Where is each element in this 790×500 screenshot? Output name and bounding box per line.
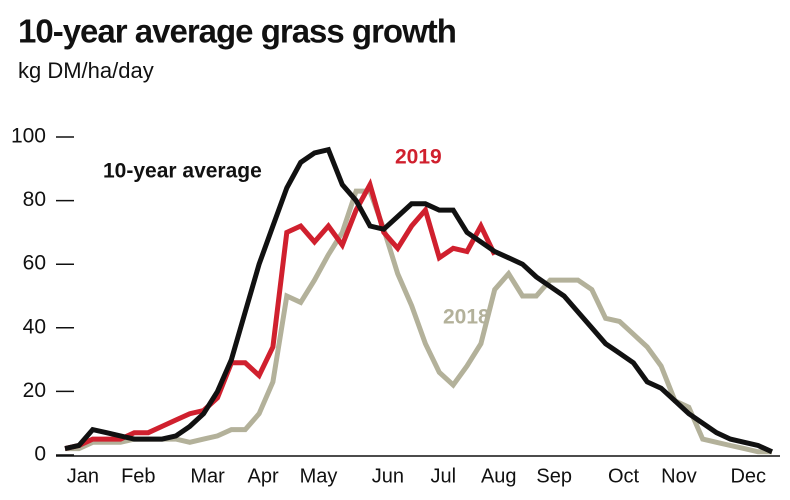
chart-subtitle: kg DM/ha/day (18, 58, 154, 83)
x-tick-label: Nov (661, 465, 697, 487)
x-tick-label: Aug (481, 465, 517, 487)
chart-title: 10-year average grass growth (18, 13, 456, 50)
y-tick-label: 20 (23, 379, 46, 402)
x-tick-label: Feb (121, 465, 155, 487)
x-tick-label: Jun (372, 465, 404, 487)
x-tick-label: Jul (431, 465, 457, 487)
series-line (64, 146, 774, 455)
x-tick-label: Mar (190, 465, 225, 487)
series-label: 10-year average (103, 160, 262, 183)
y-tick-label: 60 (23, 252, 46, 275)
y-tick-label: 80 (23, 188, 46, 211)
series-line (65, 188, 772, 455)
x-tick-label: Jan (67, 465, 99, 487)
y-tick-label: 0 (34, 443, 46, 466)
x-tick-label: Sep (536, 465, 572, 487)
x-tick-label: May (300, 465, 338, 487)
x-tick-label: Dec (730, 465, 766, 487)
x-tick-label: Oct (608, 465, 640, 487)
series-label: 2018 (443, 306, 490, 329)
y-tick-label: 100 (11, 125, 46, 148)
y-tick-label: 40 (23, 315, 46, 338)
x-tick-label: Apr (248, 465, 279, 487)
series-label: 2019 (395, 146, 442, 169)
series-line (64, 178, 497, 452)
